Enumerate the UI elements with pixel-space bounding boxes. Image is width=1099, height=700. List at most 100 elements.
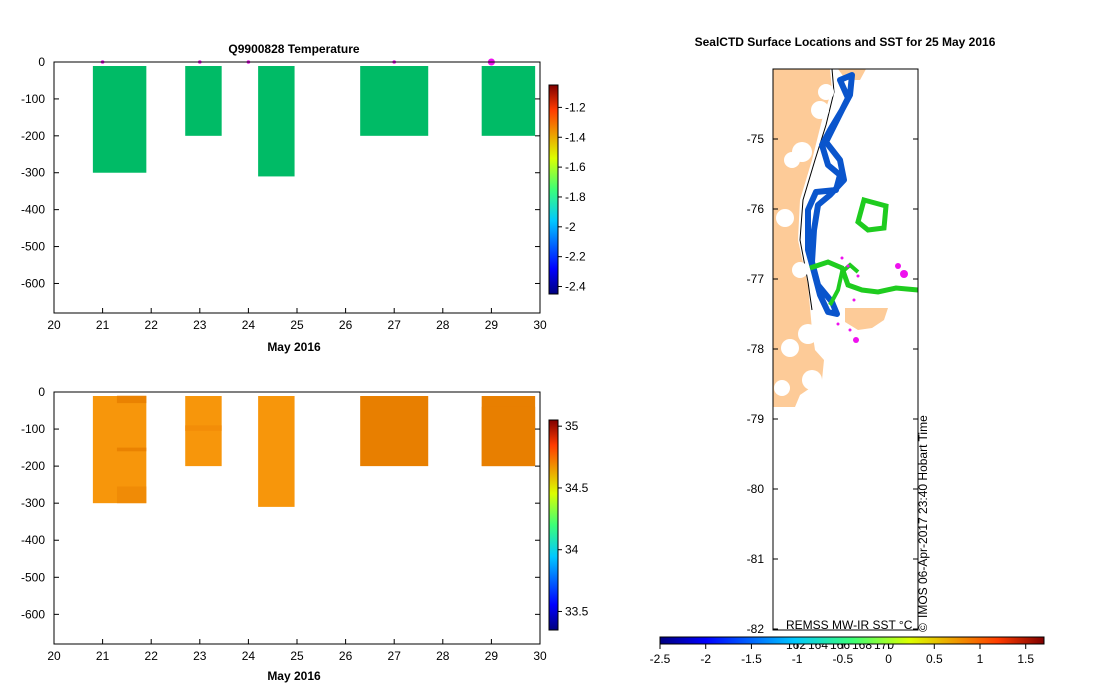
salinity-colorbar: [548, 419, 559, 631]
sst-colorbar-tick-label-0: 0: [885, 652, 892, 666]
x-tick-label-27: 27: [388, 318, 402, 332]
lat-label-m81: -81: [747, 552, 765, 566]
profile-bar-4: [360, 396, 429, 467]
y-tick-label-200: -200: [21, 129, 45, 143]
y-tick-label-0: 0: [38, 385, 45, 399]
sea-ice-blue: [805, 72, 855, 317]
lat-label-m75: -75: [747, 132, 765, 146]
map-timestamp: IMOS 06-Apr-2017 23:40 Hobart Time: [916, 415, 930, 618]
profile-bar-3: [258, 66, 295, 177]
x-tick-label-29: 29: [485, 649, 499, 663]
lat-label-m82: -82: [747, 622, 765, 636]
y-tick-label-200: -200: [21, 459, 45, 473]
colorbar-tick-label-34.5: 34.5: [565, 481, 589, 495]
y-tick-label-500: -500: [21, 570, 45, 584]
x-tick-label-30: 30: [533, 318, 547, 332]
colorbar-tick-label--1.6: -1.6: [565, 160, 586, 174]
x-tick-label-20: 20: [47, 318, 61, 332]
ctd-locations: [836, 256, 908, 343]
x-tick-label-28: 28: [436, 318, 450, 332]
sst-colorbar-tick-label--2: -2: [700, 652, 711, 666]
colorbar-tick-label--2.2: -2.2: [565, 250, 586, 264]
lat-label-m78: -78: [747, 342, 765, 356]
sea-ice-green-1: [855, 196, 889, 233]
y-tick-label-100: -100: [21, 422, 45, 436]
land-patch-1: [845, 308, 888, 330]
sst-colorbar-tick-label-0.5: 0.5: [926, 652, 943, 666]
y-tick-label-400: -400: [21, 203, 45, 217]
ice-shelf-patches: [774, 84, 877, 396]
colorbar-tick-label-35: 35: [565, 419, 579, 433]
temperature-colorbar: [548, 84, 559, 295]
colorbar-tick-label--1.8: -1.8: [565, 190, 586, 204]
y-tick-label-0: 0: [38, 55, 45, 69]
temperature-title: Q9900828 Temperature: [228, 42, 360, 56]
y-tick-label-600: -600: [21, 607, 45, 621]
profile-bar-1: [92, 66, 147, 173]
lat-label-m76: -76: [747, 202, 765, 216]
colorbar-tick-label--2: -2: [565, 220, 576, 234]
lat-label-m79: -79: [747, 412, 765, 426]
x-tick-label-28: 28: [436, 649, 450, 663]
colorbar-tick-label-34: 34: [565, 543, 579, 557]
profile-band-5: [481, 406, 536, 467]
x-tick-label-25: 25: [290, 649, 304, 663]
temperature-colorbar-ticks: -1.2 -1.4 -1.6 -1.8 -2 -2.2 -2.4: [558, 100, 586, 294]
map-copyright: ©: [916, 623, 930, 632]
sst-colorbar-tick-label--0.5: -0.5: [833, 652, 854, 666]
x-tick-label-27: 27: [388, 649, 402, 663]
x-tick-label-20: 20: [47, 649, 61, 663]
y-tick-label-100: -100: [21, 92, 45, 106]
salinity-colorbar-ticks: 35 34.5 34 33.5: [558, 419, 589, 618]
colorbar-tick-label--1.4: -1.4: [565, 130, 586, 144]
profile-bar-3: [258, 396, 295, 507]
x-tick-label-25: 25: [290, 318, 304, 332]
salinity-xlabel: May 2016: [267, 669, 321, 683]
x-tick-label-21: 21: [96, 649, 110, 663]
coastline: [799, 68, 835, 311]
map-title: SealCTD Surface Locations and SST for 25…: [695, 35, 996, 49]
lat-label-m77: -77: [747, 272, 765, 286]
salinity-bars: [92, 395, 536, 507]
lat-label-m80: -80: [747, 482, 765, 496]
map-content: [773, 68, 919, 407]
sea-ice-green-2: [809, 259, 919, 295]
sst-map-panel: SealCTD Surface Locations and SST for 25…: [650, 35, 1045, 666]
colorbar-tick-label--2.4: -2.4: [565, 280, 586, 294]
y-tick-label-500: -500: [21, 240, 45, 254]
x-tick-label-23: 23: [193, 318, 207, 332]
profile-bar-4: [360, 66, 429, 136]
x-tick-label-21: 21: [96, 318, 110, 332]
y-tick-label-300: -300: [21, 166, 45, 180]
temperature-bars: [92, 58, 536, 177]
profile-band-2: [116, 447, 147, 452]
y-tick-label-400: -400: [21, 533, 45, 547]
x-tick-label-22: 22: [145, 318, 159, 332]
sst-colorbar-tick-label-1: 1: [977, 652, 984, 666]
temperature-xlabel: May 2016: [267, 340, 321, 354]
x-tick-label-24: 24: [242, 318, 256, 332]
temperature-axes: 20 21 22 23 24 25 26 27 28 29 30 0 -100 -200 -300 -400 -…: [21, 55, 547, 332]
salinity-panel: 20 21 22 23 24 25 26 27 28 29 30 0 -100 -200 -300 -400 -…: [21, 385, 589, 683]
temperature-panel: Q9900828 Temperature 20 21 22 23 24 25 26 27 28 2…: [21, 42, 586, 354]
x-tick-label-24: 24: [242, 649, 256, 663]
sst-colorbar-tick-label--1: -1: [792, 652, 803, 666]
map-source-label: REMSS MW-IR SST °C: [786, 618, 913, 632]
colorbar-tick-label-33.5: 33.5: [565, 604, 589, 618]
profile-band-4: [185, 425, 222, 431]
x-tick-label-26: 26: [339, 649, 353, 663]
sst-colorbar-tick-label--2.5: -2.5: [650, 652, 671, 666]
profile-bar-2: [185, 396, 222, 467]
profile-bar-2: [185, 66, 222, 136]
sst-colorbar-tick-label--1.5: -1.5: [741, 652, 762, 666]
y-tick-label-600: -600: [21, 276, 45, 290]
sst-colorbar: [659, 636, 1045, 645]
salinity-axes: 20 21 22 23 24 25 26 27 28 29 30 0 -100 -200 -300 -400 -…: [21, 385, 547, 663]
x-tick-label-22: 22: [145, 649, 159, 663]
sea-ice-green-3: [828, 262, 860, 306]
x-tick-label-30: 30: [533, 649, 547, 663]
y-tick-label-300: -300: [21, 496, 45, 510]
profile-bar-5: [481, 66, 536, 136]
x-tick-label-23: 23: [193, 649, 207, 663]
